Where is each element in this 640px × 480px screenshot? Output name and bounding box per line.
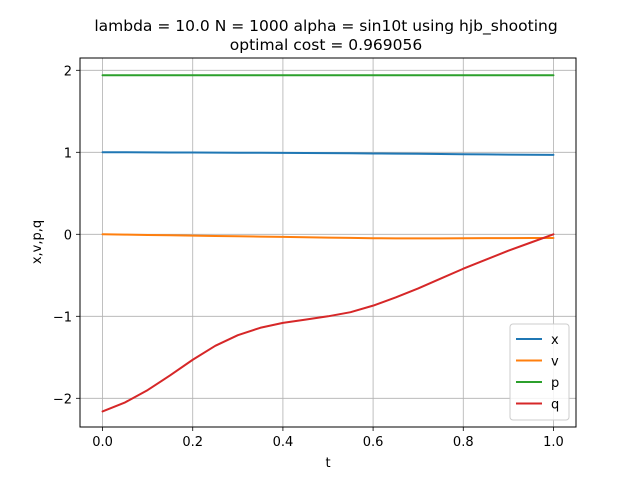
legend-label-x: x <box>551 333 559 348</box>
y-tick-label: −1 <box>53 310 72 325</box>
series-line-v <box>101 233 555 240</box>
chart-subtitle: optimal cost = 0.969056 <box>230 36 423 54</box>
y-tick-label: 0 <box>64 228 72 243</box>
legend-label-p: p <box>551 376 559 391</box>
legend-box <box>509 323 570 421</box>
plot-frame <box>79 57 577 428</box>
x-tick-label: 0.0 <box>92 435 113 450</box>
legend-label-v: v <box>551 355 559 370</box>
legend-label-q: q <box>551 398 559 413</box>
y-axis-label: x,v,p,q <box>30 220 45 264</box>
x-tick-label: 0.6 <box>363 435 384 450</box>
x-tick-label: 0.2 <box>182 435 203 450</box>
series-line-q <box>101 233 555 413</box>
x-tick-label: 0.4 <box>273 435 294 450</box>
axis-ticks: 0.0 0.2 0.4 0.6 0.8 1.0 2 1 0 −1 −2 <box>53 64 564 450</box>
series-line-x <box>101 151 555 156</box>
plot-series <box>101 74 555 413</box>
y-tick-label: 2 <box>64 64 72 79</box>
x-tick-label: 1.0 <box>543 435 564 450</box>
y-tick-label: −2 <box>53 392 72 407</box>
y-tick-label: 1 <box>64 146 72 161</box>
x-tick-label: 0.8 <box>453 435 474 450</box>
x-axis-label: t <box>325 456 330 471</box>
chart-title: lambda = 10.0 N = 1000 alpha = sin10t us… <box>94 17 557 36</box>
